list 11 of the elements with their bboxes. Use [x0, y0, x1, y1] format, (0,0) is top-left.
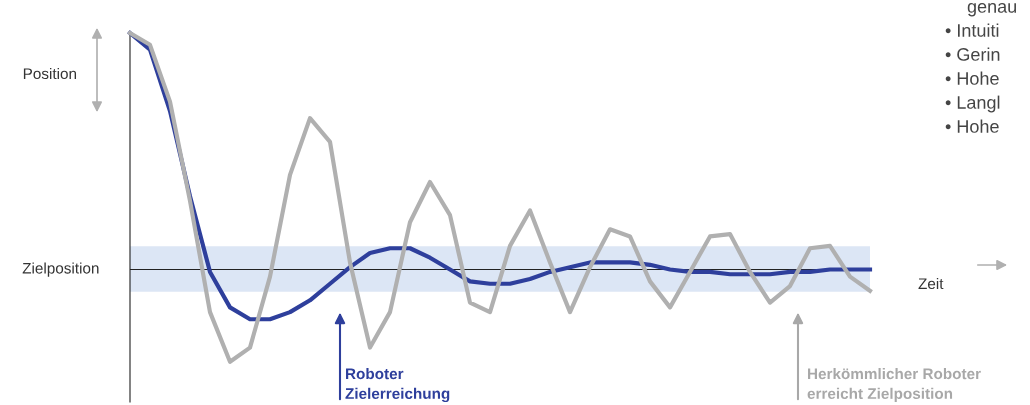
- text: Herkömmlicher Roboter erreicht Zielposition: [807, 368, 981, 403]
- text: Roboter Zielerreichung: [345, 368, 450, 403]
- text: • Hohe: [945, 119, 999, 133]
- text: • Langl: [945, 95, 1000, 113]
- text: • Hohe: [945, 71, 999, 85]
- text: • Intuiti: [945, 23, 999, 37]
- x-axis-title: Zeit: [918, 277, 944, 290]
- text: genau: [967, 2, 1017, 17]
- ref-line-label: Zielposition: [22, 262, 99, 277]
- text: • Gerin: [945, 47, 1000, 61]
- y-axis-title: Position: [23, 67, 77, 80]
